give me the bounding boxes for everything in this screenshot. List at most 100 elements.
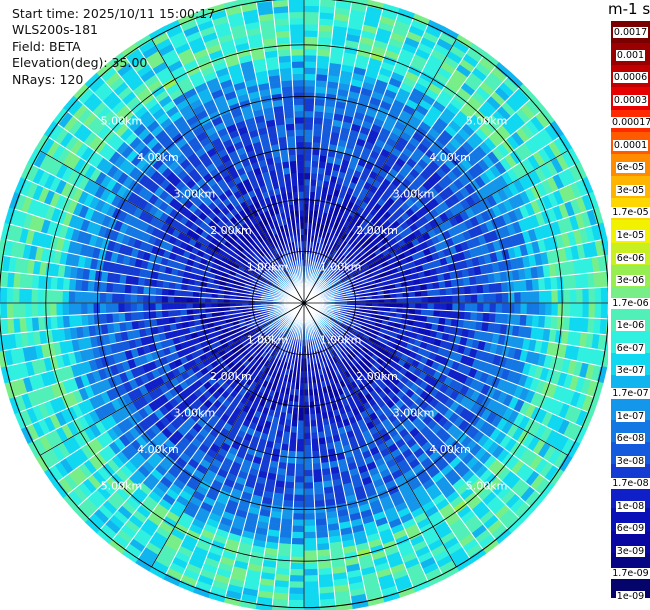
range-gate-cell — [303, 135, 314, 143]
range-gate-cell — [310, 160, 320, 168]
range-gate-cell — [600, 286, 608, 304]
range-gate-cell — [303, 568, 319, 576]
range-gate-cell — [105, 312, 114, 324]
range-gate-cell — [297, 407, 305, 415]
range-gate-cell — [303, 104, 315, 112]
range-gate-cell — [285, 469, 296, 477]
range-gate-cell — [303, 42, 318, 50]
range-gate-cell — [277, 549, 292, 557]
range-gate-cell — [291, 531, 305, 539]
range-gate-cell — [62, 302, 70, 316]
range-gate-cell — [80, 279, 89, 292]
range-gate-cell — [427, 295, 435, 304]
range-gate-cell — [606, 286, 608, 304]
range-gate-cell — [31, 302, 39, 318]
range-gate-cell — [488, 282, 497, 294]
range-gate-cell — [563, 302, 571, 318]
range-gate-cell — [445, 287, 453, 296]
range-gate-cell — [99, 302, 107, 314]
range-gate-cell — [173, 302, 181, 311]
range-gate-cell — [105, 282, 114, 294]
range-gate-cell — [525, 314, 534, 328]
range-gate-cell — [415, 302, 422, 310]
range-gate-cell — [538, 290, 546, 304]
range-gate-cell — [439, 309, 447, 319]
range-gate-cell — [452, 302, 460, 312]
range-gate-cell — [284, 481, 295, 489]
range-gate-cell — [514, 302, 522, 315]
range-gate-cell — [99, 313, 108, 325]
range-gate-cell — [136, 311, 145, 321]
range-gate-cell — [293, 494, 305, 502]
range-gate-cell — [489, 302, 497, 314]
range-gate-cell — [148, 302, 156, 312]
range-gate-cell — [311, 148, 321, 156]
range-gate-cell — [606, 302, 608, 320]
range-gate-cell — [303, 92, 316, 100]
range-gate-cell — [303, 98, 315, 106]
range-gate-cell — [50, 315, 58, 330]
range-gate-cell — [12, 287, 20, 304]
range-gate-cell — [179, 302, 187, 310]
range-gate-cell — [303, 432, 312, 440]
range-gate-cell — [117, 302, 125, 313]
range-gate-cell — [296, 426, 305, 434]
range-gate-cell — [316, 536, 330, 545]
range-gate-cell — [303, 463, 314, 471]
range-gate-cell — [142, 310, 151, 321]
range-gate-cell — [507, 313, 515, 326]
range-gate-cell — [292, 513, 305, 521]
range-gate-cell — [303, 451, 313, 459]
range-gate-cell — [427, 302, 435, 311]
range-gate-cell — [303, 476, 314, 483]
range-gate-cell — [283, 493, 295, 502]
range-gate-cell — [283, 487, 295, 496]
range-gate-cell — [99, 281, 108, 293]
range-gate-cell — [303, 54, 318, 62]
range-gate-cell — [18, 302, 26, 319]
range-gate-cell — [124, 283, 132, 295]
range-gate-cell — [290, 556, 305, 564]
range-gate-cell — [451, 286, 459, 296]
range-gate-cell — [507, 291, 515, 304]
range-gate-cell — [290, 426, 298, 434]
range-gate-cell — [482, 312, 490, 323]
range-gate-cell — [439, 302, 447, 311]
range-gate-cell — [303, 401, 310, 409]
range-gate-cell — [288, 587, 305, 595]
range-gate-cell — [494, 282, 503, 294]
range-gate-cell — [198, 297, 206, 304]
range-gate-cell — [588, 287, 596, 304]
range-gate-cell — [55, 289, 63, 304]
range-gate-cell — [470, 302, 478, 313]
range-gate-cell — [161, 302, 169, 311]
range-gate-cell — [111, 282, 120, 294]
range-gate-cell — [173, 309, 181, 317]
range-gate-cell — [457, 285, 466, 296]
range-gate-cell — [111, 292, 119, 304]
range-gate-cell — [87, 280, 95, 293]
range-gate-cell — [93, 291, 101, 304]
range-gate-cell — [111, 302, 119, 314]
range-gate-cell — [402, 302, 410, 309]
range-gate-cell — [489, 292, 497, 304]
range-gate-cell — [303, 482, 314, 490]
range-gate-cell — [303, 513, 316, 521]
range-gate-cell — [576, 288, 584, 304]
range-gate-cell — [303, 166, 312, 174]
range-gate-cell — [315, 518, 328, 527]
range-gate-cell — [501, 302, 509, 314]
range-gate-cell — [303, 79, 316, 87]
range-gate-cell — [303, 438, 312, 446]
range-gate-cell — [313, 117, 324, 125]
range-gate-cell — [74, 278, 83, 292]
range-gate-cell — [142, 294, 150, 304]
range-gate-cell — [315, 79, 328, 88]
range-gate-cell — [526, 302, 534, 316]
range-gate-cell — [531, 314, 540, 328]
range-gate-cell — [93, 280, 101, 293]
range-gate-cell — [130, 293, 138, 304]
range-gate-cell — [311, 456, 322, 465]
range-gate-cell — [303, 420, 311, 428]
